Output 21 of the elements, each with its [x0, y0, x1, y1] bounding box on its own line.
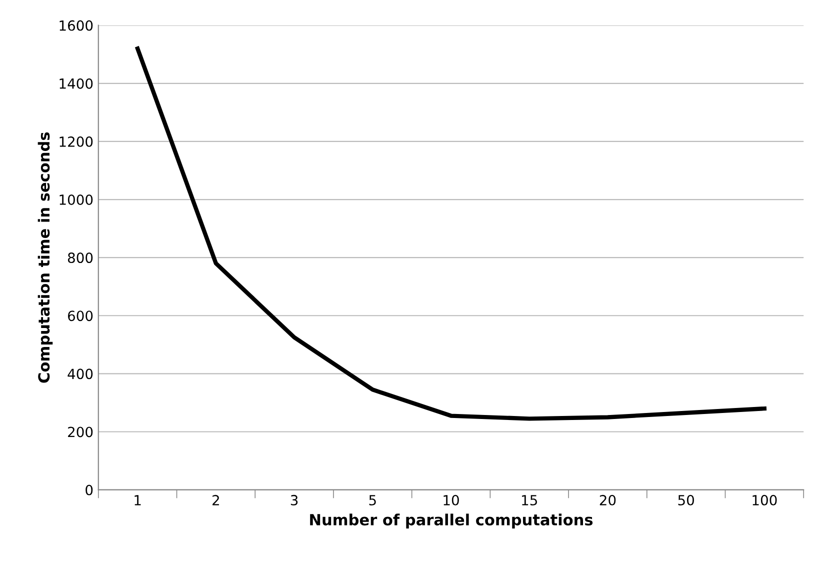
- x-tick-label: 50: [678, 494, 694, 506]
- y-tick-label: 800: [68, 252, 93, 264]
- x-tick-label: 20: [600, 494, 616, 506]
- y-tick-label: 0: [86, 484, 93, 496]
- y-tick-label: 1200: [60, 136, 93, 147]
- line-series: [135, 46, 767, 421]
- y-tick-label: 1400: [60, 78, 93, 89]
- y-tick-label: 200: [68, 426, 93, 438]
- y-tick-label: 1000: [60, 194, 93, 205]
- x-tick-label: 2: [212, 494, 219, 506]
- y-tick-label: 600: [68, 310, 93, 322]
- y-tick-label: 1600: [60, 20, 93, 31]
- y-tick-label: 400: [68, 368, 93, 380]
- x-tick-label: 10: [444, 494, 459, 506]
- x-tick-label: 100: [752, 494, 777, 506]
- y-axis-title: Computation time in seconds: [38, 132, 53, 383]
- x-tick-label: 1: [134, 495, 141, 506]
- x-tick-label: 5: [369, 495, 376, 506]
- x-tick-label: 3: [290, 494, 298, 506]
- x-tick-label: 15: [522, 495, 537, 506]
- x-axis-title: Number of parallel computations: [310, 514, 593, 528]
